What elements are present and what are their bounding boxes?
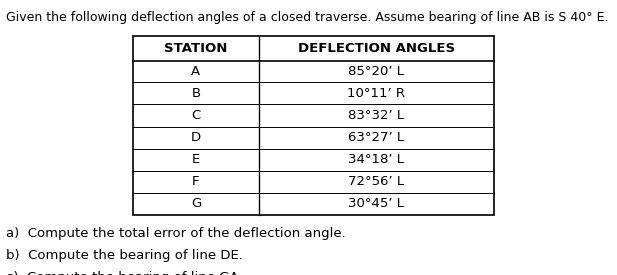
Bar [133,36,494,214]
Text: DEFLECTION ANGLES: DEFLECTION ANGLES [298,42,455,55]
Text: F: F [192,175,200,188]
Text: B: B [191,87,201,100]
Text: 30°45’ L: 30°45’ L [349,197,404,210]
Text: 72°56’ L: 72°56’ L [349,175,404,188]
Text: STATION: STATION [164,42,228,55]
Text: 63°27’ L: 63°27’ L [349,131,404,144]
Text: D: D [191,131,201,144]
Text: 34°18’ L: 34°18’ L [349,153,404,166]
Text: G: G [191,197,201,210]
Text: E: E [192,153,200,166]
Text: b)  Compute the bearing of line DE.: b) Compute the bearing of line DE. [6,249,243,262]
Text: c)  Compute the bearing of line GA.: c) Compute the bearing of line GA. [6,271,242,275]
Text: a)  Compute the total error of the deflection angle.: a) Compute the total error of the deflec… [6,227,346,240]
Text: 10°11’ R: 10°11’ R [347,87,405,100]
Text: C: C [191,109,201,122]
Text: A: A [191,65,201,78]
Text: Given the following deflection angles of a closed traverse. Assume bearing of li: Given the following deflection angles of… [6,11,608,24]
Text: 83°32’ L: 83°32’ L [349,109,404,122]
Text: 85°20’ L: 85°20’ L [349,65,404,78]
